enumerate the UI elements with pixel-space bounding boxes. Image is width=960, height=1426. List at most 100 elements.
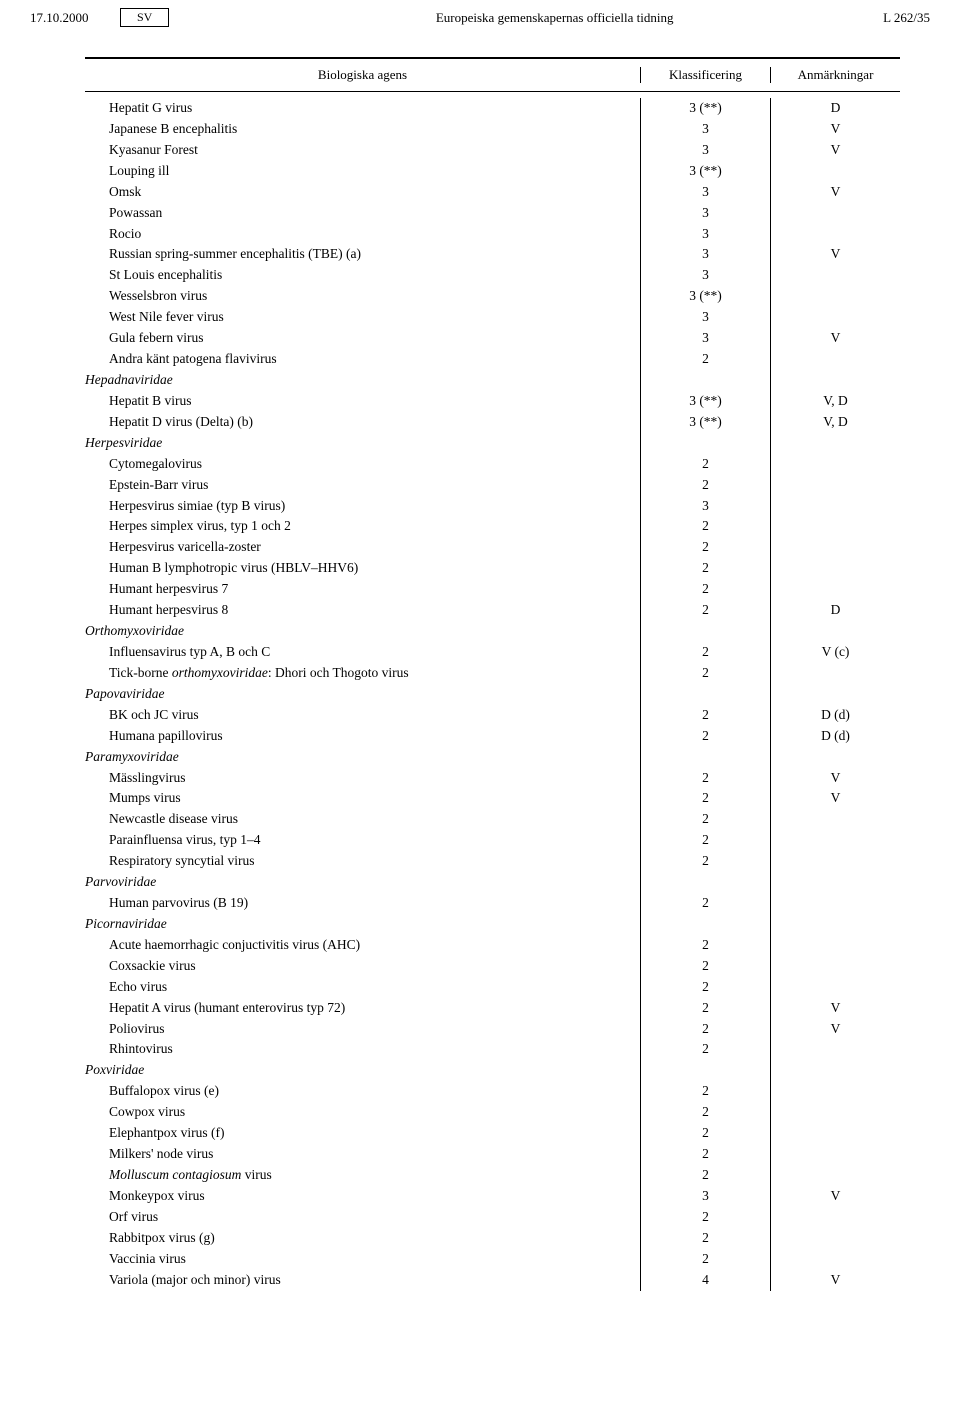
cell-classification — [640, 1060, 770, 1081]
cell-classification: 3 (**) — [640, 391, 770, 412]
family-row: Orthomyxoviridae — [85, 621, 900, 642]
cell-agent: Newcastle disease virus — [85, 809, 640, 830]
cell-note — [770, 1039, 900, 1060]
cell-agent: Omsk — [85, 182, 640, 203]
table-row: Humant herpesvirus 82D — [85, 600, 900, 621]
cell-note: V — [770, 182, 900, 203]
cell-note: V, D — [770, 391, 900, 412]
table-row: St Louis encephalitis3 — [85, 265, 900, 286]
cell-classification: 2 — [640, 956, 770, 977]
cell-note: V — [770, 788, 900, 809]
cell-classification: 3 — [640, 328, 770, 349]
cell-agent: Rhintovirus — [85, 1039, 640, 1060]
cell-classification: 2 — [640, 977, 770, 998]
table-row: Milkers' node virus2 — [85, 1144, 900, 1165]
cell-note — [770, 286, 900, 307]
cell-note — [770, 872, 900, 893]
cell-agent: Acute haemorrhagic conjuctivitis virus (… — [85, 935, 640, 956]
table-body: Hepatit G virus 3 (**) D Japanese B encepha… — [85, 92, 900, 1291]
table-row: Acute haemorrhagic conjuctivitis virus (… — [85, 935, 900, 956]
cell-agent: Japanese B encephalitis — [85, 119, 640, 140]
cell-agent: Poxviridae — [85, 1060, 640, 1081]
cell-agent: Parvoviridae — [85, 872, 640, 893]
cell-classification: 3 — [640, 265, 770, 286]
cell-agent: Hepatit G virus — [85, 98, 640, 119]
cell-agent: Hepadnaviridae — [85, 370, 640, 391]
table-row: Kyasanur Forest3V — [85, 140, 900, 161]
cell-agent: Coxsackie virus — [85, 956, 640, 977]
cell-agent: Human parvovirus (B 19) — [85, 893, 640, 914]
table-row: Mumps virus2V — [85, 788, 900, 809]
table-row: Tick-borne orthomyxoviridae: Dhori och T… — [85, 663, 900, 684]
cell-agent: Influensavirus typ A, B och C — [85, 642, 640, 663]
cell-agent: Wesselsbron virus — [85, 286, 640, 307]
cell-agent: Kyasanur Forest — [85, 140, 640, 161]
cell-agent: Hepatit D virus (Delta) (b) — [85, 412, 640, 433]
table-row: Russian spring-summer encephalitis (TBE)… — [85, 244, 900, 265]
cell-note — [770, 684, 900, 705]
table-row: Coxsackie virus2 — [85, 956, 900, 977]
cell-note — [770, 307, 900, 328]
cell-note — [770, 1207, 900, 1228]
cell-classification: 2 — [640, 642, 770, 663]
table-row: Japanese B encephalitis3V — [85, 119, 900, 140]
cell-note: V — [770, 119, 900, 140]
table-row: Human parvovirus (B 19)2 — [85, 893, 900, 914]
cell-classification: 2 — [640, 1019, 770, 1040]
cell-classification: 2 — [640, 349, 770, 370]
table-row: Andra känt patogena flavivirus2 — [85, 349, 900, 370]
cell-note: V — [770, 1019, 900, 1040]
cell-classification: 2 — [640, 558, 770, 579]
cell-note — [770, 1102, 900, 1123]
table-row: Cytomegalovirus2 — [85, 454, 900, 475]
cell-note — [770, 161, 900, 182]
cell-classification: 3 (**) — [640, 412, 770, 433]
table-row: Respiratory syncytial virus2 — [85, 851, 900, 872]
cell-agent: Picornaviridae — [85, 914, 640, 935]
cell-agent: Orf virus — [85, 1207, 640, 1228]
table-header-row: Biologiska agens Klassificering Anmärkni… — [85, 57, 900, 92]
cell-agent: Variola (major och minor) virus — [85, 1270, 640, 1291]
table-row: Humant herpesvirus 72 — [85, 579, 900, 600]
cell-note — [770, 914, 900, 935]
table-row: Hepatit D virus (Delta) (b)3 (**)V, D — [85, 412, 900, 433]
cell-classification: 2 — [640, 516, 770, 537]
cell-agent: Mumps virus — [85, 788, 640, 809]
cell-classification — [640, 370, 770, 391]
table-row: Cowpox virus2 — [85, 1102, 900, 1123]
table-row: Gula febern virus3V — [85, 328, 900, 349]
biological-agents-table: Biologiska agens Klassificering Anmärkni… — [85, 57, 900, 1291]
cell-agent: Milkers' node virus — [85, 1144, 640, 1165]
cell-note: V — [770, 328, 900, 349]
col-header-notes: Anmärkningar — [770, 67, 900, 83]
cell-agent: Molluscum contagiosum virus — [85, 1165, 640, 1186]
cell-classification: 3 — [640, 224, 770, 245]
cell-classification: 2 — [640, 851, 770, 872]
cell-note — [770, 1060, 900, 1081]
cell-note — [770, 1081, 900, 1102]
cell-classification: 2 — [640, 788, 770, 809]
family-row: Poxviridae — [85, 1060, 900, 1081]
cell-note: D — [770, 600, 900, 621]
cell-classification: 3 — [640, 244, 770, 265]
cell-classification: 2 — [640, 1165, 770, 1186]
cell-note — [770, 558, 900, 579]
cell-note — [770, 956, 900, 977]
table-row: Influensavirus typ A, B och C2V (c) — [85, 642, 900, 663]
cell-classification: 2 — [640, 1144, 770, 1165]
cell-classification: 2 — [640, 1081, 770, 1102]
cell-agent: Humana papillovirus — [85, 726, 640, 747]
table-row: Orf virus2 — [85, 1207, 900, 1228]
col-header-classification: Klassificering — [640, 67, 770, 83]
table-row: Echo virus2 — [85, 977, 900, 998]
cell-note — [770, 851, 900, 872]
cell-agent: Buffalopox virus (e) — [85, 1081, 640, 1102]
cell-classification: 2 — [640, 475, 770, 496]
cell-note — [770, 370, 900, 391]
cell-classification: 2 — [640, 663, 770, 684]
cell-agent: Rabbitpox virus (g) — [85, 1228, 640, 1249]
cell-classification: 2 — [640, 830, 770, 851]
cell-agent: Herpesvirus simiae (typ B virus) — [85, 496, 640, 517]
table-row: Rhintovirus2 — [85, 1039, 900, 1060]
cell-classification: 3 (**) — [640, 161, 770, 182]
